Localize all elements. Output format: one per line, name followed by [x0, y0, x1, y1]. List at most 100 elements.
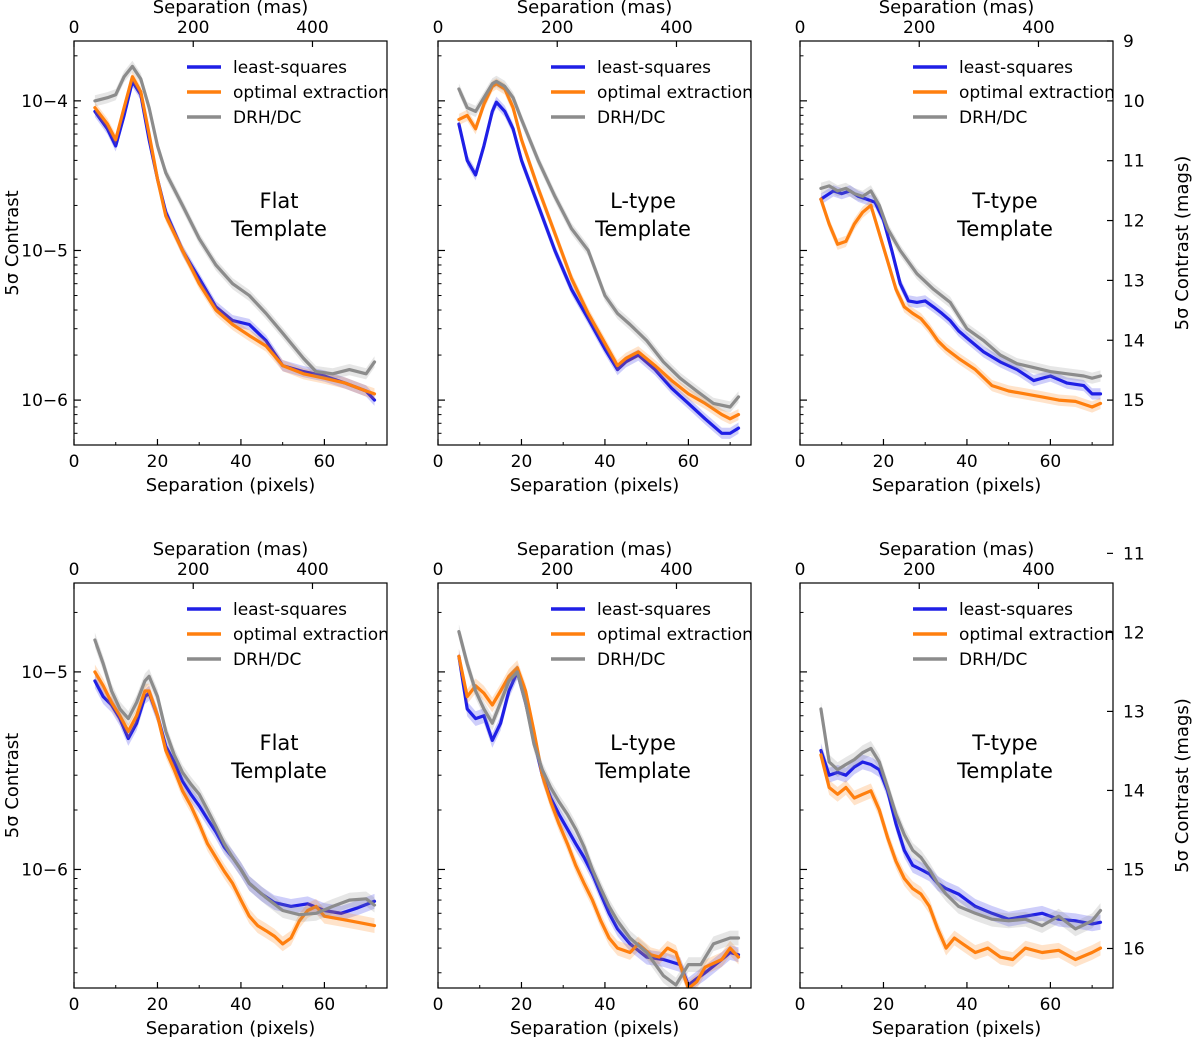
y-tick-label: 10−6 — [21, 391, 68, 411]
x-tick-label: 60 — [314, 452, 336, 472]
top-axis-label: Separation (mas) — [153, 539, 309, 560]
top-tick-label: 200 — [541, 18, 573, 38]
template-title-line1: L-type — [610, 189, 676, 213]
top-tick-label: 0 — [69, 18, 80, 38]
template-title-line2: Template — [230, 217, 327, 241]
x-tick-label: 20 — [511, 452, 533, 472]
x-tick-label: 40 — [594, 995, 616, 1015]
legend-label: optimal extraction — [597, 83, 753, 103]
x-tick-label: 20 — [147, 452, 169, 472]
series-group — [819, 701, 1103, 967]
top-axis-label: Separation (mas) — [517, 539, 673, 560]
template-title-line2: Template — [230, 759, 327, 783]
top-tick-label: 400 — [1022, 18, 1054, 38]
legend-label: DRH/DC — [233, 108, 301, 128]
x-tick-label: 0 — [795, 995, 806, 1015]
series-line-optimalextraction — [93, 670, 377, 946]
top-tick-label: 0 — [795, 18, 806, 38]
panel-top-ltype: 0 20 40 60 0 200 400 Separation (pixels) Separat… — [433, 0, 753, 496]
top-tick-label: 400 — [296, 18, 328, 38]
y-tick-label: 10−6 — [21, 860, 68, 880]
legend-label: optimal extraction — [233, 625, 389, 645]
y-tick-label: 10−5 — [21, 663, 68, 683]
right-tick-label: 15 — [1123, 391, 1145, 411]
legend-label: DRH/DC — [233, 650, 301, 670]
right-tick-label: 14 — [1123, 781, 1145, 801]
series-group — [819, 180, 1103, 413]
x-tick-label: 60 — [1040, 995, 1062, 1015]
band-leastsquares — [94, 673, 375, 921]
top-tick-label: 400 — [660, 18, 692, 38]
panel-bottom-ltype: 0 20 40 60 0 200 400 Separation (pixels) Separat… — [433, 539, 753, 1037]
x-axis-label: Separation (pixels) — [510, 1018, 680, 1037]
template-title-line1: T-type — [971, 731, 1037, 755]
right-tick-label: 13 — [1123, 271, 1145, 291]
x-tick-label: 0 — [795, 452, 806, 472]
top-axis-label: Separation (mas) — [879, 0, 1035, 18]
panel-top-ttype: 0 20 40 60 0 200 400 Separation (pixels) Separat… — [795, 0, 1193, 496]
series-line-leastsquares — [93, 679, 377, 915]
right-tick-label: 12 — [1123, 212, 1145, 232]
top-axis-label: Separation (mas) — [153, 0, 309, 18]
top-axis-label: Separation (mas) — [517, 0, 673, 18]
top-tick-label: 400 — [660, 560, 692, 580]
band-optimalextraction — [458, 78, 739, 425]
panel-bottom-flat: 0 20 40 60 0 200 400 Separation (pixels) Separat… — [2, 539, 389, 1037]
plot-frame — [73, 582, 388, 989]
x-tick-label: 0 — [69, 452, 80, 472]
x-tick-label: 20 — [873, 995, 895, 1015]
x-tick-label: 20 — [873, 452, 895, 472]
series-group — [457, 75, 741, 439]
x-axis-label: Separation (pixels) — [146, 1018, 316, 1037]
series-group — [93, 60, 377, 406]
x-tick-label: 60 — [678, 995, 700, 1015]
band-drhdc — [458, 624, 739, 988]
x-tick-label: 60 — [314, 995, 336, 1015]
legend-label: least-squares — [233, 58, 347, 78]
right-tick-label: 15 — [1123, 860, 1145, 880]
top-tick-label: 0 — [795, 560, 806, 580]
right-tick-label: 10 — [1123, 92, 1145, 112]
legend-label: DRH/DC — [959, 650, 1027, 670]
right-tick-label: 11 — [1123, 544, 1145, 564]
x-tick-label: 40 — [956, 452, 978, 472]
legend-label: DRH/DC — [959, 108, 1027, 128]
x-tick-label: 40 — [230, 995, 252, 1015]
series-line-drhdc — [93, 638, 377, 917]
top-tick-label: 0 — [433, 560, 444, 580]
series-line-drhdc — [457, 629, 741, 987]
series-group — [93, 632, 377, 952]
top-tick-label: 200 — [541, 560, 573, 580]
series-line-optimalextraction — [457, 82, 741, 421]
plot-frame — [437, 40, 752, 446]
legend-label: least-squares — [597, 58, 711, 78]
x-tick-label: 20 — [147, 995, 169, 1015]
top-tick-label: 200 — [177, 18, 209, 38]
right-tick-label: 13 — [1123, 702, 1145, 722]
right-tick-label: 9 — [1123, 32, 1134, 52]
x-axis-label: Separation (pixels) — [872, 1018, 1042, 1037]
y-axis-label: 5σ Contrast — [2, 190, 23, 296]
series-line-leastsquares — [819, 748, 1103, 926]
x-tick-label: 60 — [678, 452, 700, 472]
series-line-drhdc — [819, 184, 1103, 380]
x-tick-label: 0 — [69, 995, 80, 1015]
x-tick-label: 40 — [956, 995, 978, 1015]
plot-frame — [73, 40, 388, 446]
template-title-line1: Flat — [259, 189, 298, 213]
x-tick-label: 40 — [594, 452, 616, 472]
right-tick-label: 11 — [1123, 152, 1145, 172]
x-axis-label: Separation (pixels) — [872, 475, 1042, 496]
series-line-drhdc — [457, 79, 741, 409]
top-tick-label: 0 — [69, 560, 80, 580]
top-tick-label: 0 — [433, 18, 444, 38]
legend-label: optimal extraction — [959, 83, 1115, 103]
right-tick-label: 16 — [1123, 939, 1145, 959]
legend-label: DRH/DC — [597, 108, 665, 128]
x-tick-label: 60 — [1040, 452, 1062, 472]
top-tick-label: 200 — [177, 560, 209, 580]
y-tick-label: 10−5 — [21, 241, 68, 261]
series-line-leastsquares — [457, 654, 741, 987]
series-line-optimalextraction — [93, 75, 377, 396]
